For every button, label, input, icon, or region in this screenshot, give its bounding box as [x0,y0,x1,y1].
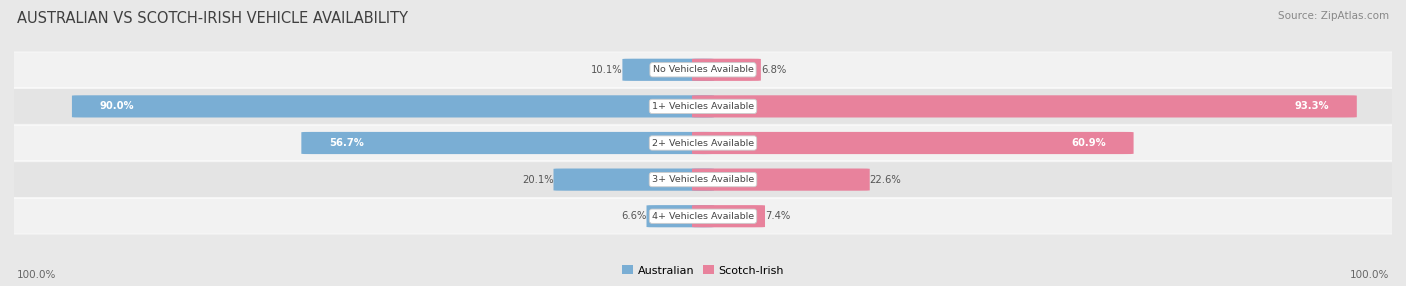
FancyBboxPatch shape [0,52,1406,87]
FancyBboxPatch shape [692,132,1133,154]
Text: 6.8%: 6.8% [761,65,786,75]
FancyBboxPatch shape [692,205,765,227]
Text: 100.0%: 100.0% [17,270,56,280]
FancyBboxPatch shape [0,125,1406,161]
FancyBboxPatch shape [0,52,1406,88]
Text: 100.0%: 100.0% [1350,270,1389,280]
Text: 20.1%: 20.1% [522,175,554,184]
Text: 1+ Vehicles Available: 1+ Vehicles Available [652,102,754,111]
FancyBboxPatch shape [0,88,1406,124]
FancyBboxPatch shape [301,132,714,154]
FancyBboxPatch shape [647,205,714,227]
Text: No Vehicles Available: No Vehicles Available [652,65,754,74]
FancyBboxPatch shape [0,126,1406,160]
FancyBboxPatch shape [554,168,714,191]
FancyBboxPatch shape [692,95,1357,118]
Text: 3+ Vehicles Available: 3+ Vehicles Available [652,175,754,184]
FancyBboxPatch shape [692,59,761,81]
FancyBboxPatch shape [623,59,714,81]
FancyBboxPatch shape [692,168,870,191]
FancyBboxPatch shape [72,95,714,118]
Text: 56.7%: 56.7% [329,138,364,148]
Text: 93.3%: 93.3% [1295,102,1329,111]
Text: 7.4%: 7.4% [765,211,790,221]
FancyBboxPatch shape [0,199,1406,234]
Text: AUSTRALIAN VS SCOTCH-IRISH VEHICLE AVAILABILITY: AUSTRALIAN VS SCOTCH-IRISH VEHICLE AVAIL… [17,11,408,26]
Text: 2+ Vehicles Available: 2+ Vehicles Available [652,138,754,148]
Text: Source: ZipAtlas.com: Source: ZipAtlas.com [1278,11,1389,21]
Text: 60.9%: 60.9% [1071,138,1107,148]
Text: 22.6%: 22.6% [870,175,901,184]
Legend: Australian, Scotch-Irish: Australian, Scotch-Irish [617,261,789,280]
Text: 90.0%: 90.0% [100,102,134,111]
FancyBboxPatch shape [0,162,1406,197]
Text: 4+ Vehicles Available: 4+ Vehicles Available [652,212,754,221]
Text: 6.6%: 6.6% [621,211,647,221]
FancyBboxPatch shape [0,198,1406,234]
FancyBboxPatch shape [0,162,1406,198]
Text: 10.1%: 10.1% [591,65,623,75]
FancyBboxPatch shape [0,89,1406,124]
